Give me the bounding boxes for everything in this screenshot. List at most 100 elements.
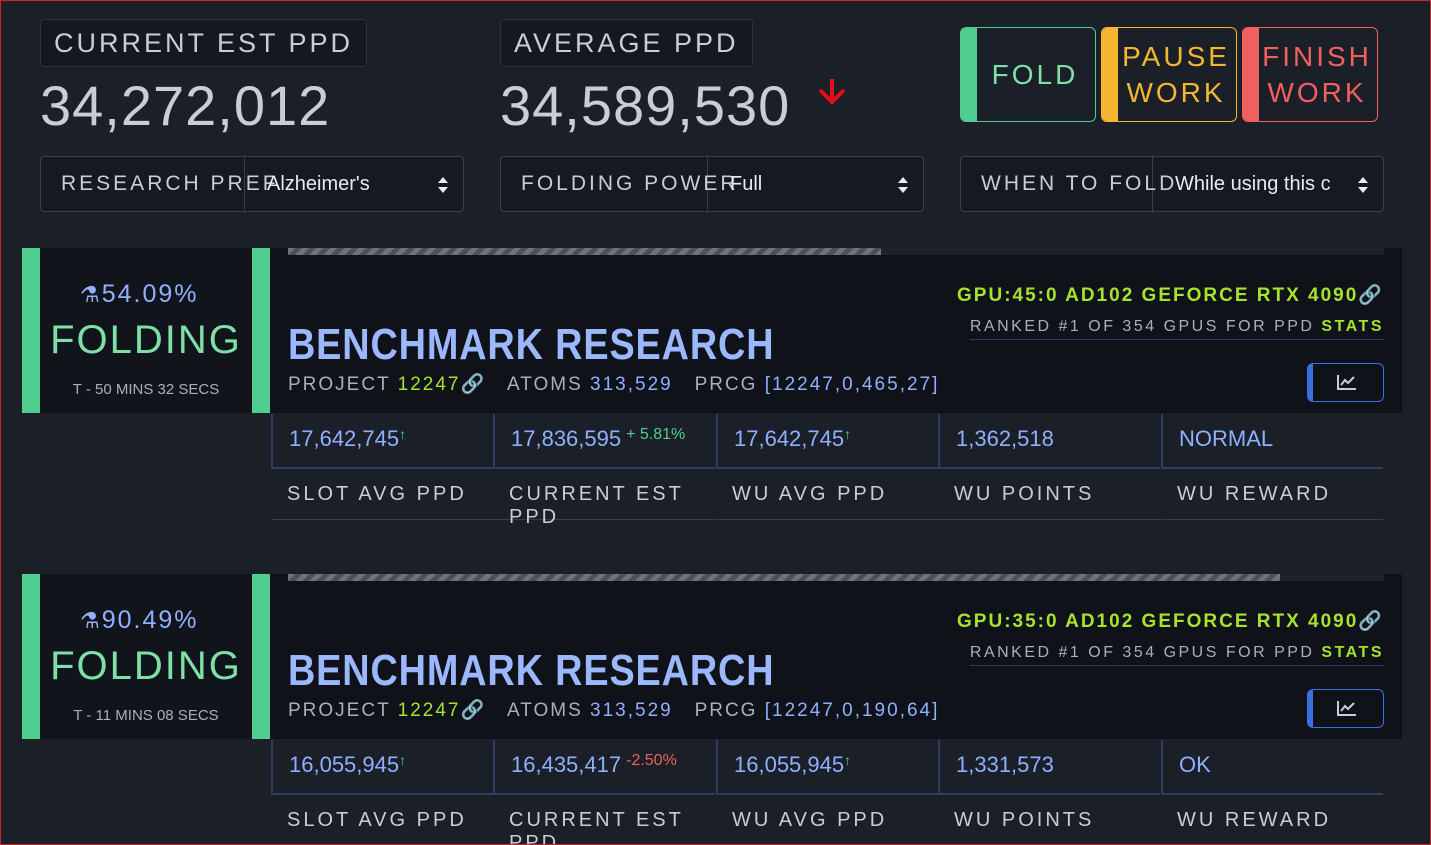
slot: ⚗54.09% FOLDING T - 50 MINS 32 SECS BENC… bbox=[22, 248, 1402, 528]
up-arrow: ↑ bbox=[399, 426, 407, 442]
title: BENCHMARK RESEARCH bbox=[288, 646, 775, 695]
stat-cell: NORMAL bbox=[1161, 414, 1383, 469]
stat-value: 1,362,518 bbox=[956, 426, 1054, 451]
stat-label: SLOT AVG PPD bbox=[271, 799, 493, 844]
prcg: [12247,0,465,27] bbox=[764, 374, 940, 395]
rank-line: RANKED #1 OF 354 GPUS FOR PPD STATS bbox=[969, 644, 1384, 666]
select[interactable]: RESEARCH PREF Alzheimer's bbox=[40, 156, 464, 212]
atoms-label: ATOMS bbox=[506, 374, 583, 395]
stats-link[interactable]: STATS bbox=[1321, 644, 1384, 661]
gpu-text: GPU:45:0 AD102 GEFORCE RTX 4090 bbox=[957, 285, 1359, 306]
slot: ⚗90.49% FOLDING T - 11 MINS 08 SECS BENC… bbox=[22, 574, 1402, 844]
stat-label: CURRENT EST PPD bbox=[493, 799, 715, 844]
slot-status-panel: ⚗54.09% FOLDING T - 50 MINS 32 SECS bbox=[22, 248, 270, 413]
chart-icon bbox=[1337, 701, 1356, 716]
button-text: PAUSE WORK bbox=[1122, 40, 1230, 108]
atoms-label: ATOMS bbox=[506, 700, 583, 721]
stat-cell: OK bbox=[1161, 740, 1383, 795]
up-arrow: ↑ bbox=[844, 752, 852, 768]
select-value: Full bbox=[708, 157, 923, 211]
rank: RANKED #1 OF 354 GPUS FOR PPD bbox=[969, 318, 1315, 335]
average-ppd-label: AVERAGE PPD bbox=[500, 19, 753, 67]
progress-label: 90.49% bbox=[101, 606, 199, 634]
chart-button[interactable] bbox=[1307, 689, 1384, 728]
fold-button[interactable]: FOLD bbox=[960, 27, 1096, 122]
stat-value: NORMAL bbox=[1179, 426, 1274, 451]
select-arrows bbox=[898, 177, 908, 193]
stat-value: OK bbox=[1179, 752, 1211, 777]
button-text: FINISH WORK bbox=[1262, 40, 1372, 108]
select[interactable]: WHEN TO FOLD While using this c bbox=[960, 156, 1384, 212]
status: FOLDING bbox=[50, 318, 242, 362]
project-label: PROJECT bbox=[288, 374, 391, 395]
eta: T - 50 MINS 32 SECS bbox=[72, 381, 220, 398]
stat-label: SLOT AVG PPD bbox=[271, 473, 493, 520]
project-line: PROJECT 12247🔗 ATOMS 313,529 PRCG [12247… bbox=[288, 374, 940, 395]
project-label: PROJECT bbox=[288, 700, 391, 721]
stat-value: 16,435,417 bbox=[511, 752, 622, 777]
select-text: Alzheimer's bbox=[267, 172, 370, 195]
stat-cell: 1,331,573 bbox=[938, 740, 1160, 795]
stat-label: CURRENT EST PPD bbox=[493, 473, 715, 528]
prcg-label: PRCG bbox=[694, 374, 758, 395]
select-label: FOLDING POWER bbox=[501, 157, 736, 211]
stat-label: WU POINTS bbox=[938, 473, 1160, 520]
down-arrow bbox=[818, 79, 846, 105]
progress-bar bbox=[288, 574, 1280, 581]
stat-cell: 16,055,945↑ bbox=[716, 740, 938, 795]
progress-track bbox=[288, 574, 1384, 581]
change: -2.50% bbox=[626, 752, 677, 769]
select[interactable]: FOLDING POWER Full bbox=[500, 156, 924, 212]
progress-label: 54.09% bbox=[101, 280, 199, 308]
select-text: Full bbox=[730, 172, 763, 195]
gpu[interactable]: GPU:45:0 AD102 GEFORCE RTX 4090🔗 bbox=[957, 285, 1384, 306]
button-text: FOLD bbox=[991, 58, 1079, 90]
progress-bar bbox=[288, 248, 881, 255]
select-arrows bbox=[438, 177, 448, 193]
stats-link[interactable]: STATS bbox=[1321, 318, 1384, 335]
stat-cell: 17,836,595 + 5.81% bbox=[493, 414, 715, 469]
stat-label: WU AVG PPD bbox=[716, 473, 938, 520]
project-line: PROJECT 12247🔗 ATOMS 313,529 PRCG [12247… bbox=[288, 700, 940, 721]
change: + 5.81% bbox=[626, 426, 686, 443]
atoms: 313,529 bbox=[590, 374, 673, 395]
average-ppd: 34,589,530 bbox=[500, 74, 791, 137]
stat-cell: 1,362,518 bbox=[938, 414, 1160, 469]
status: FOLDING bbox=[50, 644, 242, 688]
prcg: [12247,0,190,64] bbox=[764, 700, 940, 721]
current-ppd: 34,272,012 bbox=[40, 74, 331, 137]
title: BENCHMARK RESEARCH bbox=[288, 320, 775, 369]
select-value: While using this c bbox=[1153, 157, 1383, 211]
stat-label: WU AVG PPD bbox=[716, 799, 938, 844]
gpu[interactable]: GPU:35:0 AD102 GEFORCE RTX 4090🔗 bbox=[957, 611, 1384, 632]
project[interactable]: 12247 bbox=[397, 700, 461, 721]
slot-main-panel: BENCHMARK RESEARCH PROJECT 12247🔗 ATOMS … bbox=[270, 248, 1402, 413]
stat-cell: 16,055,945↑ bbox=[271, 740, 493, 795]
select-arrows bbox=[1358, 177, 1368, 193]
stat-value: 16,055,945 bbox=[734, 752, 845, 777]
chart-button[interactable] bbox=[1307, 363, 1384, 402]
stat-cell: 17,642,745↑ bbox=[271, 414, 493, 469]
progress-text: ⚗90.49% bbox=[80, 606, 199, 634]
rank-line: RANKED #1 OF 354 GPUS FOR PPD STATS bbox=[969, 318, 1384, 340]
pause-button[interactable]: PAUSE WORK bbox=[1101, 27, 1237, 122]
gpu-text: GPU:35:0 AD102 GEFORCE RTX 4090 bbox=[957, 611, 1359, 632]
current-ppd-label: CURRENT EST PPD bbox=[40, 19, 368, 67]
stat-label: WU REWARD bbox=[1161, 473, 1383, 520]
stat-cell: 17,642,745↑ bbox=[716, 414, 938, 469]
atoms: 313,529 bbox=[590, 700, 673, 721]
select-label: WHEN TO FOLD bbox=[961, 157, 1174, 211]
finish-button[interactable]: FINISH WORK bbox=[1242, 27, 1378, 122]
slot-main-panel: BENCHMARK RESEARCH PROJECT 12247🔗 ATOMS … bbox=[270, 574, 1402, 739]
select-value: Alzheimer's bbox=[245, 157, 463, 211]
stat-value: 17,642,745 bbox=[734, 426, 845, 451]
stat-value: 17,836,595 bbox=[511, 426, 622, 451]
stat-value: 17,642,745 bbox=[289, 426, 400, 451]
chart-icon bbox=[1337, 375, 1356, 390]
stat-value: 16,055,945 bbox=[289, 752, 400, 777]
progress-track bbox=[288, 248, 1384, 255]
stat-cell: 16,435,417 -2.50% bbox=[493, 740, 715, 795]
select-text: While using this c bbox=[1175, 172, 1331, 195]
project[interactable]: 12247 bbox=[397, 374, 461, 395]
